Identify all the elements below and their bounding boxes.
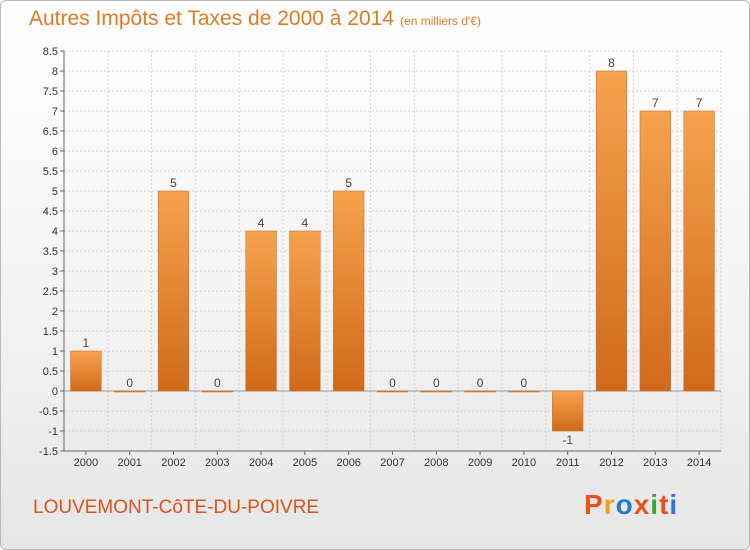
brand-letter: t bbox=[659, 489, 670, 520]
brand-letter: i bbox=[669, 489, 679, 520]
y-tick-label: 1.5 bbox=[43, 326, 58, 338]
y-tick-label: 2 bbox=[52, 306, 58, 318]
y-tick-label: -1.5 bbox=[39, 446, 58, 458]
x-tick-label: 2007 bbox=[380, 457, 404, 469]
data-label: -1 bbox=[562, 433, 573, 447]
brand-letter: i bbox=[650, 489, 660, 520]
data-label: 4 bbox=[302, 216, 309, 230]
y-tick-label: 4 bbox=[52, 226, 58, 238]
y-tick-label: 4.5 bbox=[43, 206, 58, 218]
labels: -1.5 -1 -0.5 0 0.5 1 1.5 2 2.5 3 3.5 4 4.5 5 5.5 6 6.5 7 7… bbox=[39, 46, 711, 469]
bar-2010 bbox=[508, 390, 540, 393]
bar-2006 bbox=[333, 190, 365, 392]
y-tick-label: 5.5 bbox=[43, 166, 58, 178]
y-tick-label: 2.5 bbox=[43, 286, 58, 298]
bar-2014 bbox=[683, 110, 715, 392]
y-tick-label: 3 bbox=[52, 266, 58, 278]
data-label: 7 bbox=[696, 96, 703, 110]
data-label: 0 bbox=[477, 376, 484, 390]
x-tick-label: 2008 bbox=[424, 457, 448, 469]
x-tick-label: 2004 bbox=[249, 457, 273, 469]
chart-title: Autres Impôts et Taxes de 2000 à 2014 (en… bbox=[29, 7, 481, 31]
bar-2003 bbox=[201, 390, 233, 393]
data-label: 0 bbox=[521, 376, 528, 390]
bar-2011 bbox=[552, 390, 584, 432]
chart-subtitle: (en milliers d'€) bbox=[400, 14, 482, 28]
data-label: 5 bbox=[170, 176, 177, 190]
brand-letter: P bbox=[584, 489, 604, 520]
brand-letter: r bbox=[603, 489, 616, 520]
data-label: 4 bbox=[258, 216, 265, 230]
data-label: 7 bbox=[652, 96, 659, 110]
bar-2001 bbox=[114, 390, 146, 393]
y-tick-label: 0 bbox=[52, 386, 58, 398]
data-label: 8 bbox=[608, 56, 615, 70]
x-tick-label: 2012 bbox=[599, 457, 623, 469]
bar-2013 bbox=[639, 110, 671, 392]
data-label: 5 bbox=[345, 176, 352, 190]
chart-title-text: Autres Impôts et Taxes de 2000 à 2014 bbox=[29, 7, 395, 30]
data-label: 0 bbox=[126, 376, 133, 390]
x-tick-label: 2001 bbox=[117, 457, 141, 469]
bar-2012 bbox=[595, 70, 628, 392]
y-tick-label: 6 bbox=[52, 146, 58, 158]
location-name: LOUVEMONT-CôTE-DU-POIVRE bbox=[33, 497, 320, 518]
x-tick-label: 2009 bbox=[468, 457, 492, 469]
data-label: 1 bbox=[83, 336, 90, 350]
x-tick-label: 2010 bbox=[512, 457, 536, 469]
y-tick-label: 1 bbox=[52, 346, 58, 358]
y-tick-label: 5 bbox=[52, 186, 58, 198]
bars bbox=[70, 70, 715, 432]
bar-2008 bbox=[420, 390, 452, 393]
data-label: 0 bbox=[389, 376, 396, 390]
x-tick-label: 2002 bbox=[161, 457, 185, 469]
x-tick-label: 2006 bbox=[336, 457, 360, 469]
y-tick-label: 8 bbox=[52, 66, 58, 78]
bar-2002 bbox=[157, 190, 190, 392]
y-tick-label: 7 bbox=[52, 106, 58, 118]
data-label: 0 bbox=[214, 376, 221, 390]
y-tick-label: 6.5 bbox=[43, 126, 58, 138]
brand-letter: x bbox=[633, 489, 651, 520]
x-tick-label: 2013 bbox=[643, 457, 667, 469]
bar-2009 bbox=[464, 390, 496, 393]
y-tick-label: -1 bbox=[48, 426, 58, 438]
bar-2005 bbox=[289, 230, 321, 392]
proxiti-logo[interactable]: Proxiti bbox=[584, 489, 678, 521]
bar-2000 bbox=[70, 350, 102, 392]
y-tick-label: 8.5 bbox=[43, 46, 58, 58]
x-tick-label: 2005 bbox=[293, 457, 317, 469]
y-tick-label: 0.5 bbox=[43, 366, 58, 378]
y-tick-label: 7.5 bbox=[43, 86, 58, 98]
x-tick-label: 2011 bbox=[556, 457, 580, 469]
x-tick-label: 2014 bbox=[687, 457, 711, 469]
data-label: 0 bbox=[433, 376, 440, 390]
bar-2004 bbox=[245, 230, 277, 392]
x-tick-label: 2000 bbox=[74, 457, 98, 469]
y-tick-label: -0.5 bbox=[39, 406, 58, 418]
y-tick-label: 3.5 bbox=[43, 246, 58, 258]
x-tick-label: 2003 bbox=[205, 457, 229, 469]
brand-letter: o bbox=[615, 489, 634, 520]
bar-2007 bbox=[376, 390, 409, 393]
